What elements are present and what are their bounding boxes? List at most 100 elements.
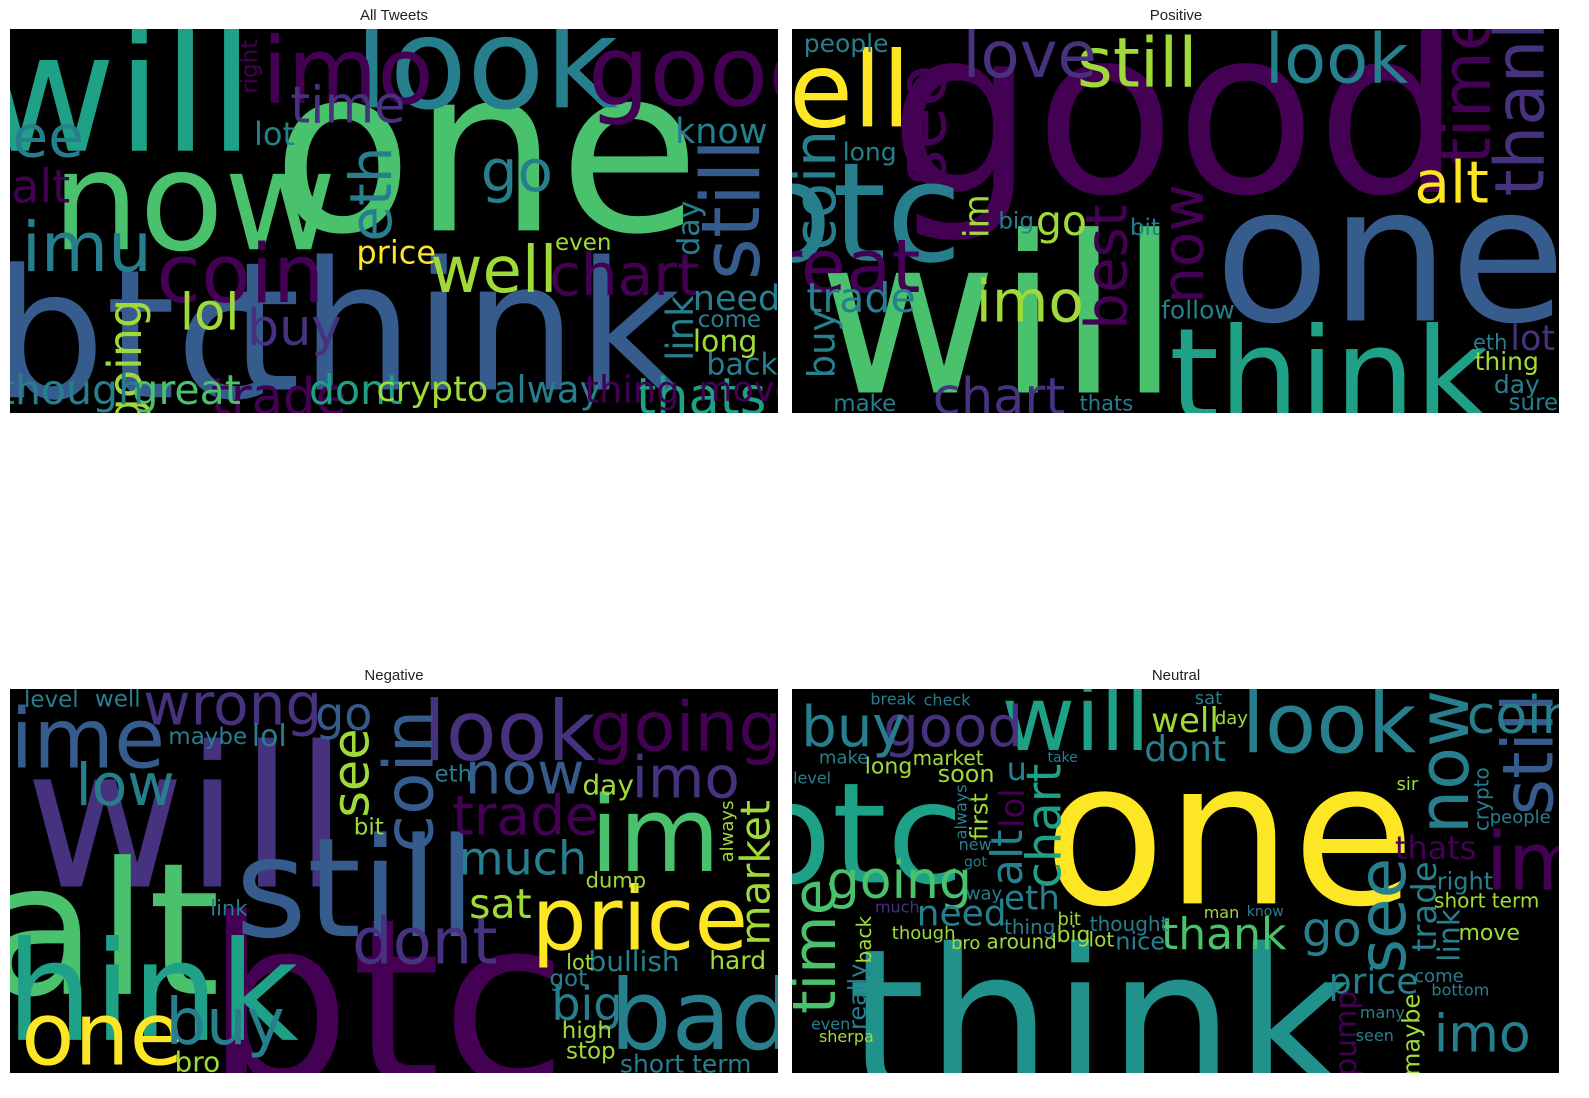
- cloud-word: check: [924, 691, 972, 710]
- cloud-word: even: [811, 1015, 850, 1034]
- cloud-word: eth: [337, 147, 405, 242]
- cloud-word: crypto: [377, 370, 489, 410]
- cloud-word: time: [290, 76, 405, 135]
- cloud-word: man: [1204, 903, 1240, 922]
- cloud-word: imo: [632, 743, 740, 811]
- cloud-word: going: [589, 689, 778, 767]
- cloud-word: day: [672, 201, 707, 256]
- cloud-word: will: [1001, 689, 1150, 772]
- cloud-word: though: [10, 366, 144, 413]
- cloud-word: link: [659, 295, 702, 361]
- cloud-word: really: [844, 964, 872, 1030]
- cloud-word: many: [1360, 1003, 1405, 1022]
- cloud-word: around: [987, 930, 1057, 954]
- cloud-word: lol: [993, 788, 1033, 828]
- cloud-word: thats: [1395, 829, 1477, 867]
- cloud-word: well: [430, 234, 557, 308]
- cloud-word: big: [551, 977, 622, 1031]
- cloud-word: lot: [254, 115, 295, 153]
- cloud-word: though: [892, 923, 956, 944]
- cloud-word: sat: [1195, 689, 1222, 709]
- cloud-word: sir: [1397, 774, 1419, 795]
- cloud-word: eth: [1473, 330, 1507, 354]
- cloud-word: back: [852, 916, 876, 964]
- cloud-word: still: [1077, 29, 1198, 104]
- cloud-word: new: [959, 835, 992, 854]
- panel-title: Neutral: [1151, 667, 1201, 684]
- panel-title: Negative: [364, 667, 424, 684]
- cloud-word: dont: [309, 366, 402, 413]
- cloud-word: stop: [566, 1039, 616, 1065]
- cloud-word: going: [98, 299, 152, 413]
- cloud-word: long: [865, 755, 912, 780]
- cloud-word: thats: [636, 368, 766, 413]
- cloud-word: trade: [1405, 861, 1445, 952]
- cloud-word: need: [693, 279, 778, 319]
- cloud-word: alway: [494, 368, 602, 411]
- cloud-word: go: [1302, 902, 1362, 958]
- cloud-word: thank: [1161, 909, 1287, 960]
- cloud-word: go: [1036, 197, 1087, 245]
- cloud-word: time: [792, 878, 850, 1014]
- cloud-word: bro: [951, 933, 980, 954]
- cloud-word: buy: [801, 695, 905, 760]
- cloud-word: always: [951, 784, 970, 839]
- cloud-word: well: [95, 689, 141, 713]
- cloud-word: hard: [709, 946, 766, 975]
- cloud-word: btc: [10, 232, 274, 413]
- cloud-word: see: [10, 103, 84, 171]
- cloud-word: sure: [1509, 390, 1559, 413]
- cloud-word: going: [827, 851, 972, 911]
- cloud-word: big: [1056, 923, 1090, 948]
- cloud-word: alt: [11, 159, 70, 213]
- cloud-word: always: [717, 801, 738, 863]
- cloud-word: will: [25, 706, 349, 934]
- cloud-word: lot: [1089, 928, 1115, 952]
- cloud-word: price: [356, 233, 436, 271]
- cloud-word: think: [847, 907, 1351, 1073]
- cloud-word: trade: [452, 784, 599, 848]
- cloud-word: one: [1214, 146, 1559, 366]
- cloud-word: low: [76, 751, 175, 819]
- cloud-word: got: [964, 855, 987, 871]
- cloud-word: thing: [1475, 347, 1539, 376]
- cloud-word: pump: [1329, 991, 1364, 1073]
- cloud-word: come: [1414, 966, 1464, 987]
- cloud-word: bullish: [588, 945, 679, 978]
- cloud-word: come: [698, 307, 761, 333]
- cloud-word: market: [913, 746, 984, 770]
- cloud-word: imu: [22, 208, 152, 288]
- cloud-word: know: [1247, 904, 1284, 920]
- word-cloud-canvas: btcwillaltstillthinkimbadpricetimelookgo…: [10, 689, 778, 1073]
- cloud-word: bit: [354, 815, 384, 841]
- cloud-word: lot: [566, 950, 593, 974]
- cloud-word: even: [555, 230, 612, 256]
- cloud-word: big: [998, 208, 1034, 234]
- cloud-word: people: [1490, 807, 1551, 828]
- cloud-word: good: [889, 29, 1462, 247]
- cloud-word: coin: [792, 130, 849, 250]
- cloud-word: think: [1169, 301, 1489, 413]
- cloud-word: imo: [976, 268, 1084, 336]
- cloud-word: time: [1427, 29, 1507, 165]
- cloud-word: thats: [1080, 391, 1134, 413]
- cloud-word: think: [10, 912, 299, 1073]
- cloud-word: maybe: [168, 724, 247, 750]
- cloud-word: imo: [262, 29, 433, 125]
- panel-title: All Tweets: [359, 7, 429, 24]
- cloud-word: good: [883, 695, 1023, 760]
- cloud-word: thing: [584, 368, 679, 411]
- cloud-word: level: [24, 689, 79, 713]
- cloud-word: wrong: [143, 689, 322, 738]
- cloud-word: see: [322, 728, 381, 817]
- cloud-word: im: [1486, 815, 1559, 908]
- cloud-word: one: [1043, 718, 1415, 951]
- cloud-word: price: [1329, 961, 1419, 1002]
- panel-title: Positive: [1149, 7, 1203, 24]
- cloud-word: still: [235, 808, 476, 969]
- cloud-word: eth: [434, 762, 472, 788]
- cloud-word: lol: [180, 284, 240, 343]
- cloud-word: much: [875, 898, 920, 917]
